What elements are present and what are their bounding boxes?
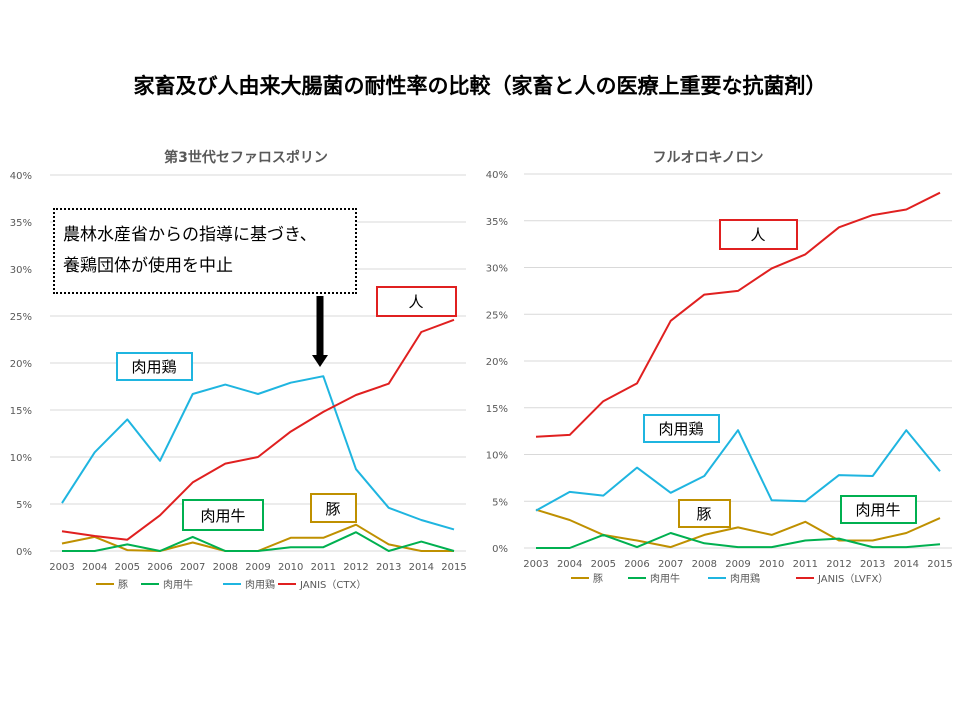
- legend-label: JANIS（LVFX）: [817, 573, 888, 585]
- x-tick-label: 2008: [213, 562, 238, 573]
- legend-label: 豚: [593, 573, 603, 585]
- human-label-box: [719, 219, 798, 250]
- pig-label-box: [678, 499, 731, 528]
- x-tick-label: 2009: [245, 562, 270, 573]
- x-tick-label: 2005: [591, 559, 616, 570]
- x-tick-label: 2005: [115, 562, 140, 573]
- y-tick-label: 0%: [492, 544, 508, 555]
- y-tick-label: 35%: [486, 217, 508, 228]
- chart-title: 第3世代セファロスポリン: [164, 149, 328, 166]
- y-tick-label: 5%: [16, 500, 32, 511]
- x-tick-label: 2015: [441, 562, 466, 573]
- y-tick-label: 40%: [10, 171, 32, 182]
- arrow-head: [312, 355, 328, 367]
- series-line-3: [535, 191, 941, 438]
- pig-label: 豚: [325, 500, 340, 518]
- series-line-2: [535, 429, 941, 512]
- legend: 豚 肉用牛 肉用鶏 JANIS（LVFX）: [571, 572, 888, 585]
- x-tick-label: 2007: [658, 559, 683, 570]
- series-line-2: [61, 375, 455, 531]
- legend-label: 肉用鶏: [730, 572, 760, 585]
- x-tick-label: 2012: [826, 559, 851, 570]
- y-tick-label: 0%: [16, 547, 32, 558]
- y-tick-label: 20%: [10, 359, 32, 370]
- x-tick-label: 2009: [725, 559, 750, 570]
- human-label: 人: [750, 226, 765, 244]
- human-label-box: [376, 286, 457, 317]
- chart-cephalosporin: 第3世代セファロスポリン 0% 5% 10% 15% 20% 25% 30% 35% 40% 20…: [10, 149, 467, 591]
- legend-label: 肉用牛: [650, 572, 680, 585]
- x-tick-label: 2013: [860, 559, 885, 570]
- series-line-1: [536, 532, 941, 549]
- x-tick-label: 2014: [894, 559, 919, 570]
- note-line-2: 養鶏団体が使用を中止: [63, 256, 233, 276]
- y-tick-label: 25%: [10, 312, 32, 323]
- x-tick-label: 2012: [343, 562, 368, 573]
- legend-label: JANIS（CTX）: [299, 579, 366, 591]
- x-tick-label: 2003: [49, 562, 74, 573]
- y-tick-label: 30%: [10, 265, 32, 276]
- cattle-label: 肉用牛: [855, 501, 900, 519]
- legend: 豚 肉用牛 肉用鶏 JANIS（CTX）: [96, 578, 366, 591]
- x-tick-label: 2014: [409, 562, 434, 573]
- x-tick-label: 2004: [82, 562, 107, 573]
- x-tick-label: 2008: [692, 559, 717, 570]
- y-tick-label: 15%: [486, 404, 508, 415]
- pig-label: 豚: [696, 505, 711, 523]
- x-tick-label: 2010: [759, 559, 784, 570]
- y-tick-label: 15%: [10, 406, 32, 417]
- note-line-1: 農林水産省からの指導に基づき、: [63, 225, 317, 245]
- chart-fluoroquinolone: フルオロキノロン 0% 5% 10% 15% 20% 25% 30% 35% 40% 2003 20…: [486, 150, 953, 585]
- y-tick-label: 25%: [486, 310, 508, 321]
- x-tick-label: 2011: [793, 559, 818, 570]
- chicken-label: 肉用鶏: [658, 420, 703, 438]
- policy-note-box: 農林水産省からの指導に基づき、 養鶏団体が使用を中止: [53, 208, 357, 294]
- x-tick-label: 2003: [523, 559, 548, 570]
- series-line-1: [62, 531, 455, 552]
- y-tick-label: 20%: [486, 357, 508, 368]
- human-label: 人: [408, 293, 423, 311]
- chicken-label: 肉用鶏: [131, 358, 176, 376]
- x-tick-label: 2006: [147, 562, 172, 573]
- x-tick-label: 2004: [557, 559, 582, 570]
- y-tick-label: 10%: [10, 453, 32, 464]
- y-tick-label: 10%: [486, 451, 508, 462]
- legend-label: 肉用鶏: [245, 578, 275, 591]
- page-title: 家畜及び人由来大腸菌の耐性率の比較（家畜と人の医療上重要な抗菌剤）: [133, 74, 827, 98]
- x-tick-label: 2006: [624, 559, 649, 570]
- x-tick-label: 2010: [278, 562, 303, 573]
- cattle-label: 肉用牛: [200, 507, 245, 525]
- chicken-label-box: [116, 352, 193, 381]
- legend-label: 肉用牛: [163, 578, 193, 591]
- legend-label: 豚: [118, 579, 128, 591]
- x-tick-label: 2011: [311, 562, 336, 573]
- chart-title: フルオロキノロン: [652, 150, 763, 166]
- x-tick-label: 2013: [376, 562, 401, 573]
- y-tick-label: 5%: [492, 497, 508, 508]
- y-tick-label: 40%: [486, 170, 508, 181]
- chicken-label-box: [643, 414, 720, 443]
- cattle-label-box: [182, 499, 264, 531]
- y-tick-label: 30%: [486, 264, 508, 275]
- y-tick-label: 35%: [10, 218, 32, 229]
- pig-label-box: [310, 493, 357, 523]
- x-tick-label: 2015: [927, 559, 952, 570]
- cattle-label-box: [840, 495, 917, 524]
- series-line-3: [61, 318, 455, 541]
- x-tick-label: 2007: [180, 562, 205, 573]
